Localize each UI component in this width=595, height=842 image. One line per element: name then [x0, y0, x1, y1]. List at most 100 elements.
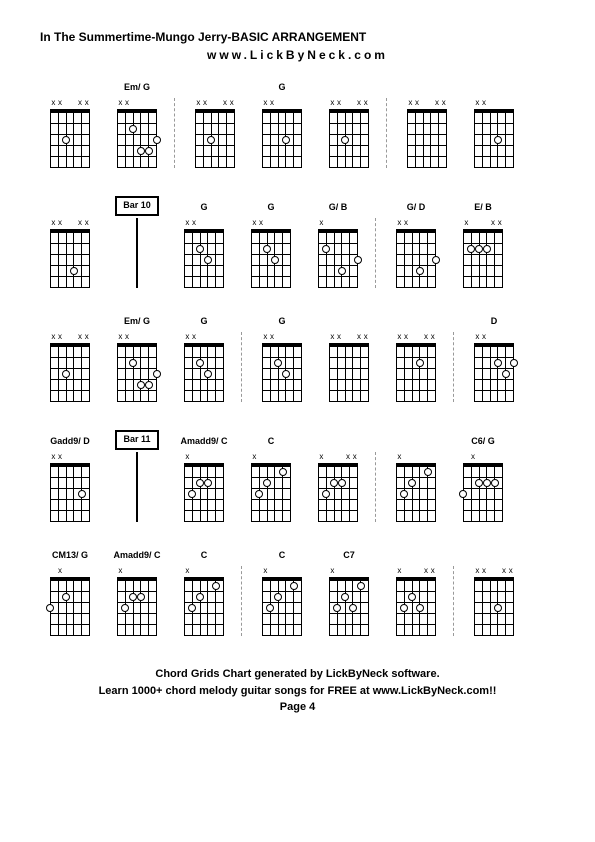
chord-block: Gxx [174, 202, 234, 288]
chord-diagram: xx [391, 218, 441, 288]
chord-block: C7 x [319, 550, 379, 636]
chord-label: Em/ G [124, 316, 150, 330]
chord-diagram: xx [179, 218, 229, 288]
bar-divider: Bar 10 [107, 196, 167, 288]
page-subtitle: www.LickByNeck.com [40, 48, 555, 62]
chord-block: xxxx [386, 316, 446, 402]
chord-diagram: xx [257, 332, 307, 402]
chord-block: Cx [252, 550, 312, 636]
footer-page: Page 4 [40, 699, 555, 716]
chord-label: Amadd9/ C [113, 550, 160, 564]
chord-block: Gxx [241, 202, 301, 288]
dashed-separator [241, 316, 245, 402]
dashed-separator [453, 550, 457, 636]
dashed-separator [453, 316, 457, 402]
chord-block: Cx [241, 436, 301, 522]
chord-diagram: xxxx [324, 332, 374, 402]
dashed-separator [386, 82, 390, 168]
dashed-separator [174, 82, 178, 168]
chord-diagram: xxxx [190, 98, 240, 168]
dashed-separator [375, 202, 379, 288]
chord-diagram: x [324, 566, 374, 636]
bar-label: Bar 10 [115, 196, 159, 216]
chord-diagram: xxx [313, 452, 363, 522]
chord-label: Em/ G [124, 82, 150, 96]
chord-block: x [386, 436, 446, 522]
chord-label: G [278, 82, 285, 96]
chord-block: Gadd9/ D xx [40, 436, 100, 522]
chord-diagram: xx [246, 218, 296, 288]
chord-diagram: xxxx [45, 332, 95, 402]
chord-diagram: xxx [391, 566, 441, 636]
chord-label: G [200, 316, 207, 330]
chord-block: Em/ Gxx [107, 316, 167, 402]
chord-label: C [279, 550, 286, 564]
footer-line2: Learn 1000+ chord melody guitar songs fo… [40, 683, 555, 700]
chord-label: G [267, 202, 274, 216]
chord-label: G [200, 202, 207, 216]
chord-row: xxxxEm/ GxxGxxGxxxxxxxxxxDxx [40, 316, 555, 402]
chord-label: G [278, 316, 285, 330]
chord-diagram: xx [469, 98, 519, 168]
chord-diagram: x [458, 452, 508, 522]
chord-label: E/ B [474, 202, 492, 216]
chord-diagram: xxxx [324, 98, 374, 168]
dashed-separator [241, 550, 245, 636]
chord-diagram: x [257, 566, 307, 636]
chord-diagram: x [112, 566, 162, 636]
chord-diagram: xx [257, 98, 307, 168]
chord-block: G/ D xx [386, 202, 446, 288]
chord-block: Gxx [252, 316, 312, 402]
chord-diagram: xx [179, 332, 229, 402]
chord-block: xxx [386, 550, 446, 636]
chord-block: C6/ G x [453, 436, 513, 522]
chord-row: CM13/ GxAmadd9/ CxCxCxC7xxxxxxxx [40, 550, 555, 636]
chord-label: G/ D [407, 202, 426, 216]
chord-diagram: xxx [458, 218, 508, 288]
chord-block: xxxx [40, 202, 100, 288]
chord-block: xx [464, 82, 524, 168]
chord-label: G/ B [329, 202, 348, 216]
chord-block: G/ B x [308, 202, 368, 288]
chord-block: Gxx [174, 316, 234, 402]
chord-block: xxxx [397, 82, 457, 168]
chord-block: CM13/ Gx [40, 550, 100, 636]
dashed-separator [375, 436, 379, 522]
chord-label: Gadd9/ D [50, 436, 90, 450]
chord-diagram: x [391, 452, 441, 522]
chord-block: xxxx [319, 82, 379, 168]
chord-diagram: x [313, 218, 363, 288]
chord-diagram: xx [45, 452, 95, 522]
chord-diagram: x [179, 566, 229, 636]
chord-block: Amadd9/ C x [174, 436, 234, 522]
page-title: In The Summertime-Mungo Jerry-BASIC ARRA… [40, 30, 555, 44]
chord-block: Dxx [464, 316, 524, 402]
chord-block: xxxx [319, 316, 379, 402]
chord-label: C [268, 436, 275, 450]
chord-diagram: xxxx [45, 98, 95, 168]
chord-block: xxxx [185, 82, 245, 168]
chord-diagram: x [179, 452, 229, 522]
chord-label: C6/ G [471, 436, 495, 450]
chord-diagram: xxxx [391, 332, 441, 402]
chord-row: xxxxEm/ GxxxxxxGxxxxxxxxxxxx [40, 82, 555, 168]
chord-label: CM13/ G [52, 550, 88, 564]
chord-rows: xxxxEm/ GxxxxxxGxxxxxxxxxxxxxxxxBar 10Gx… [40, 82, 555, 636]
chord-label: Amadd9/ C [180, 436, 227, 450]
chord-diagram: x [246, 452, 296, 522]
chord-label: C7 [343, 550, 355, 564]
chord-block: Gxx [252, 82, 312, 168]
chord-label: D [491, 316, 498, 330]
chord-block: xxxx [464, 550, 524, 636]
chord-block: xxxx [40, 316, 100, 402]
chord-row: xxxxBar 10GxxGxxG/ BxG/ DxxE/ Bxxx [40, 196, 555, 288]
chord-label: C [201, 550, 208, 564]
chord-block: xxxx [40, 82, 100, 168]
chord-diagram: xxxx [402, 98, 452, 168]
chord-diagram: xxxx [469, 566, 519, 636]
footer-line1: Chord Grids Chart generated by LickByNec… [40, 666, 555, 683]
chord-diagram: xxxx [45, 218, 95, 288]
chord-row: Gadd9/ DxxBar 11Amadd9/ CxCxxxxxC6/ Gx [40, 430, 555, 522]
chord-block: E/ B xxx [453, 202, 513, 288]
bar-label: Bar 11 [115, 430, 158, 450]
